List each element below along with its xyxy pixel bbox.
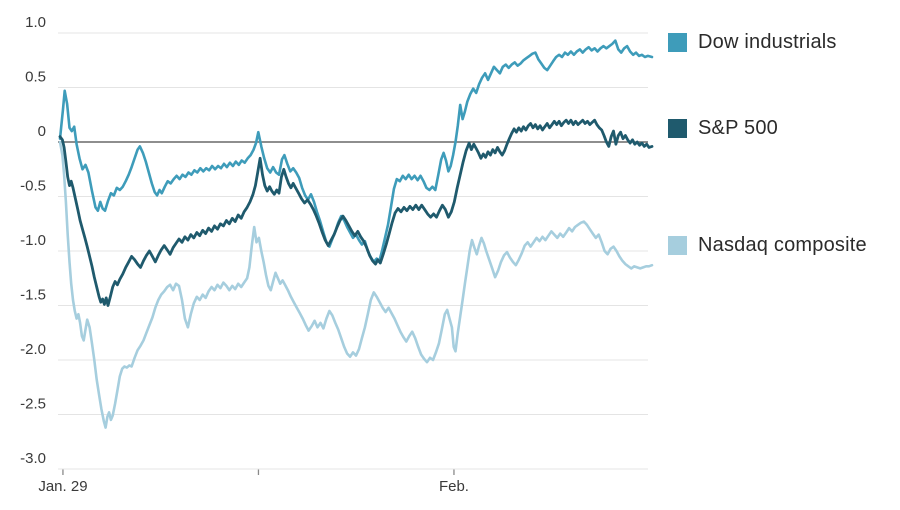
legend-swatch-dow-industrials [668,33,687,52]
legend-item-dow-industrials: Dow industrials [668,31,837,54]
y-axis-tick-label: -1.5 [20,287,46,304]
y-axis-tick-label: 0.5 [25,69,46,86]
legend-swatch-nasdaq-composite [668,236,687,255]
legend-swatch-sp-500 [668,119,687,138]
y-axis-tick-label: -2.5 [20,396,46,413]
y-axis-tick-label: -0.5 [20,178,46,195]
y-axis-tick-label: -1.0 [20,232,46,249]
series-line-dow-industrials [58,39,654,264]
y-axis-tick-label: 1.0 [25,14,46,31]
legend-item-sp-500: S&P 500 [668,117,778,140]
legend-item-nasdaq-composite: Nasdaq composite [668,234,867,257]
legend: Dow industrials S&P 500 Nasdaq composite [668,0,898,510]
y-axis-tick-label: -2.0 [20,341,46,358]
x-axis-tick-label: Jan. 29 [38,478,87,495]
series-line-nasdaq-composite [58,140,654,429]
legend-label-nasdaq-composite: Nasdaq composite [698,234,867,256]
series-line-s-p-500 [58,118,654,307]
y-axis-tick-label: -3.0 [20,450,46,467]
x-axis-tick-label: Feb. [439,478,469,495]
legend-label-dow-industrials: Dow industrials [698,31,837,53]
y-axis-tick-label: 0 [38,123,46,140]
legend-label-sp-500: S&P 500 [698,117,778,139]
